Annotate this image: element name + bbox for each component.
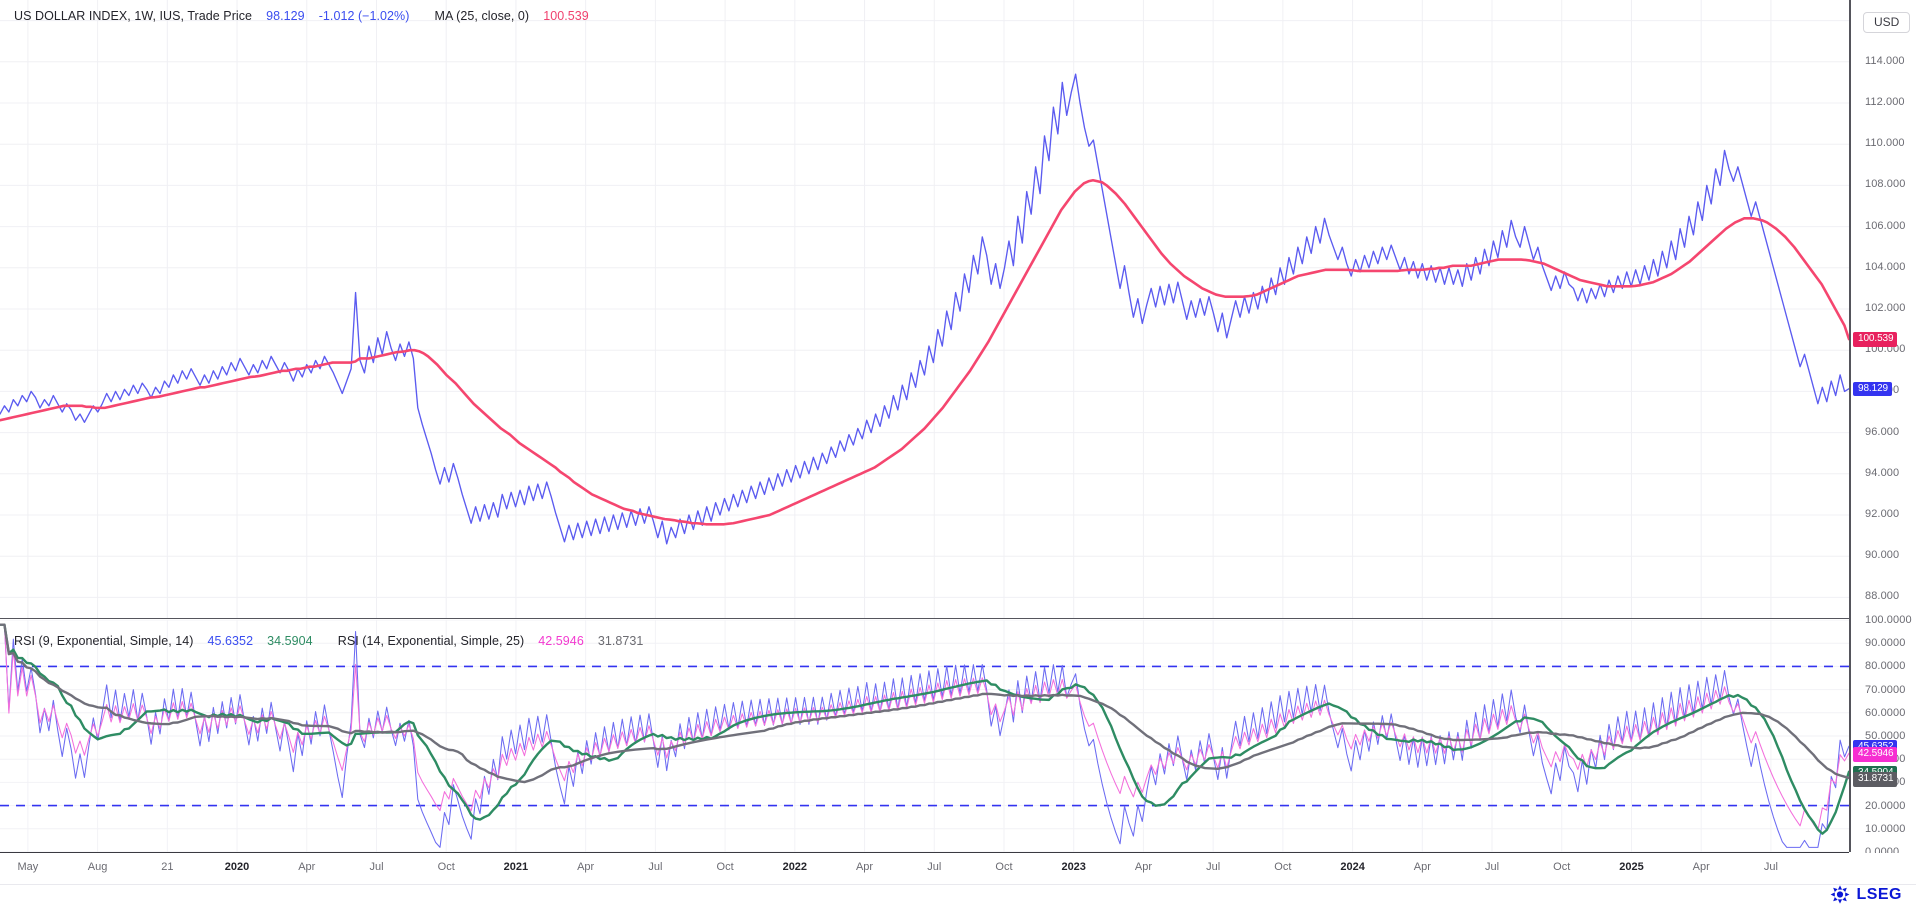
price-axis-tick: 96.000: [1865, 425, 1900, 438]
price-axis-tick: 110.000: [1865, 137, 1905, 150]
time-axis[interactable]: May Aug 21 2020 Apr Jul Oct 2021 Apr Jul Oct 2022 Ap…: [0, 853, 1916, 884]
rsi-fast-smooth-value: 34.5904: [267, 634, 313, 648]
price-axis-tick: 92.000: [1865, 508, 1900, 520]
time-axis-tick: Oct: [1274, 861, 1292, 873]
time-axis-tick: Jul: [927, 861, 942, 873]
time-axis-tick: Apr: [577, 861, 595, 873]
rsi-slow-series: [0, 624, 1849, 831]
time-axis-tick: Oct: [716, 861, 734, 873]
ma-indicator-value: 100.539: [543, 9, 589, 23]
price-axis-tick: 102.000: [1865, 302, 1906, 314]
time-axis-tick: Jul: [369, 861, 384, 873]
time-axis-tick: 2020: [224, 861, 250, 873]
rsi-chart-svg: [0, 620, 1849, 852]
price-axis-tick: 114.000: [1865, 54, 1905, 67]
price-axis[interactable]: 116.000114.000112.000110.000108.000106.0…: [1849, 0, 1916, 618]
rsi-axis-tick: 70.0000: [1865, 683, 1906, 696]
rsi-chart-panel[interactable]: [0, 620, 1849, 852]
time-axis-tick: Apr: [855, 861, 874, 873]
axis-separator-rule: [1849, 0, 1851, 852]
lseg-logo-icon: [1831, 885, 1850, 904]
price-axis-tick: 94.000: [1865, 466, 1900, 479]
time-axis-tick: 2024: [1340, 861, 1365, 873]
time-axis-tick: 2025: [1619, 861, 1644, 873]
rsi-axis-tick: 60.0000: [1865, 706, 1906, 719]
last-price-value: 98.129: [266, 9, 305, 23]
time-axis-tick: 2022: [782, 861, 808, 873]
rsi-slow-smoothing-series: [0, 623, 1849, 784]
price-legend: US DOLLAR INDEX, 1W, IUS, Trade Price 98…: [14, 9, 589, 23]
price-axis-tick: 106.000: [1865, 219, 1906, 232]
rsi-legend: RSI (9, Exponential, Simple, 14) 45.6352…: [14, 634, 643, 648]
time-axis-tick: May: [17, 861, 39, 873]
rsi-axis-tick: 90.0000: [1865, 637, 1906, 650]
instrument-label: US DOLLAR INDEX, 1W, IUS, Trade Price: [14, 9, 253, 23]
rsi-plot-area[interactable]: [0, 620, 1849, 852]
time-axis-tick: 21: [161, 861, 174, 873]
rsi-axis-tick: 80.0000: [1865, 660, 1906, 673]
rsi-fast-label[interactable]: RSI (9, Exponential, Simple, 14): [14, 634, 194, 648]
price-axis-tick: 90.000: [1865, 549, 1900, 562]
rsi-axis-tick: 10.0000: [1865, 822, 1906, 835]
ma-indicator-label[interactable]: MA (25, close, 0): [434, 9, 530, 23]
rsi-axis[interactable]: 100.0000 90.0000 80.0000 70.0000 60.0000 50.0…: [1849, 614, 1916, 858]
lseg-wordmark: LSEG: [1856, 885, 1902, 903]
lseg-brand: LSEG: [1830, 884, 1902, 905]
price-axis-tick: 104.000: [1865, 260, 1906, 273]
price-axis-tick: 112.000: [1865, 96, 1905, 108]
rsi-fast-smoothing-series: [0, 623, 1849, 835]
time-axis-tick: Apr: [1692, 861, 1710, 873]
price-axis-tick: 108.000: [1865, 178, 1906, 191]
rsi-slow-smooth-badge: 31.8731: [1853, 772, 1898, 787]
time-axis-tick: Oct: [1553, 861, 1571, 873]
time-axis-tick: Oct: [437, 861, 455, 873]
rsi-axis-tick: 100.0000: [1865, 614, 1912, 626]
rsi-axis-tick: 50.0000: [1865, 730, 1906, 742]
rsi-slow-value: 42.5946: [538, 634, 584, 648]
time-axis-tick: Jul: [648, 861, 663, 873]
rsi-slow-badge: 42.5946: [1853, 747, 1898, 762]
currency-pill[interactable]: USD: [1863, 12, 1911, 34]
price-chart-svg: [0, 0, 1849, 618]
time-axis-tick: Apr: [1413, 861, 1431, 873]
panel-divider: [0, 618, 1849, 619]
time-axis-tick: Apr: [298, 861, 316, 873]
price-change-value: -1.012 (−1.02%): [318, 9, 410, 23]
rsi-slow-smooth-value: 31.8731: [597, 634, 644, 648]
rsi-slow-label[interactable]: RSI (14, Exponential, Simple, 25): [337, 634, 525, 648]
time-axis-tick: Jul: [1763, 861, 1778, 873]
time-axis-tick: Apr: [1134, 861, 1152, 873]
time-axis-tick: Jul: [1206, 861, 1221, 873]
time-axis-tick: Jul: [1484, 861, 1500, 873]
price-axis-tick: 88.000: [1865, 590, 1900, 603]
time-axis-tick: Oct: [995, 861, 1013, 873]
price-value-badge: 98.129: [1853, 381, 1892, 397]
price-chart-panel[interactable]: [0, 0, 1849, 618]
time-axis-tick: 2023: [1061, 861, 1086, 873]
rsi-fast-value: 45.6352: [207, 634, 254, 648]
price-plot-area[interactable]: [0, 0, 1849, 618]
rsi-axis-tick: 20.0000: [1865, 799, 1906, 812]
time-axis-tick: Aug: [87, 861, 108, 873]
moving-average-series: [0, 178, 1849, 526]
time-axis-rule: [0, 884, 1916, 885]
time-axis-tick: 2021: [503, 861, 529, 873]
plot-bottom-rule: [0, 852, 1849, 853]
ma-value-badge: 100.539: [1853, 332, 1898, 347]
